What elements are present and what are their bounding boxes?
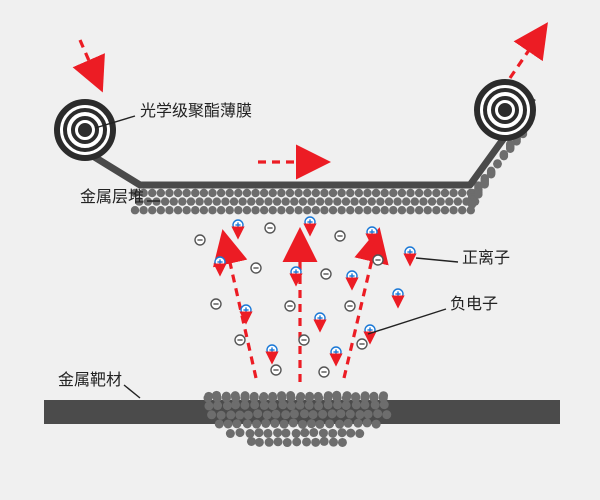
label-stack: 金属层堆 <box>80 183 144 207</box>
label-film: 光学级聚酯薄膜 <box>140 97 252 121</box>
label-ion: 正离子 <box>462 244 510 268</box>
label-electron: 负电子 <box>450 290 498 314</box>
label-target: 金属靶材 <box>58 366 122 390</box>
